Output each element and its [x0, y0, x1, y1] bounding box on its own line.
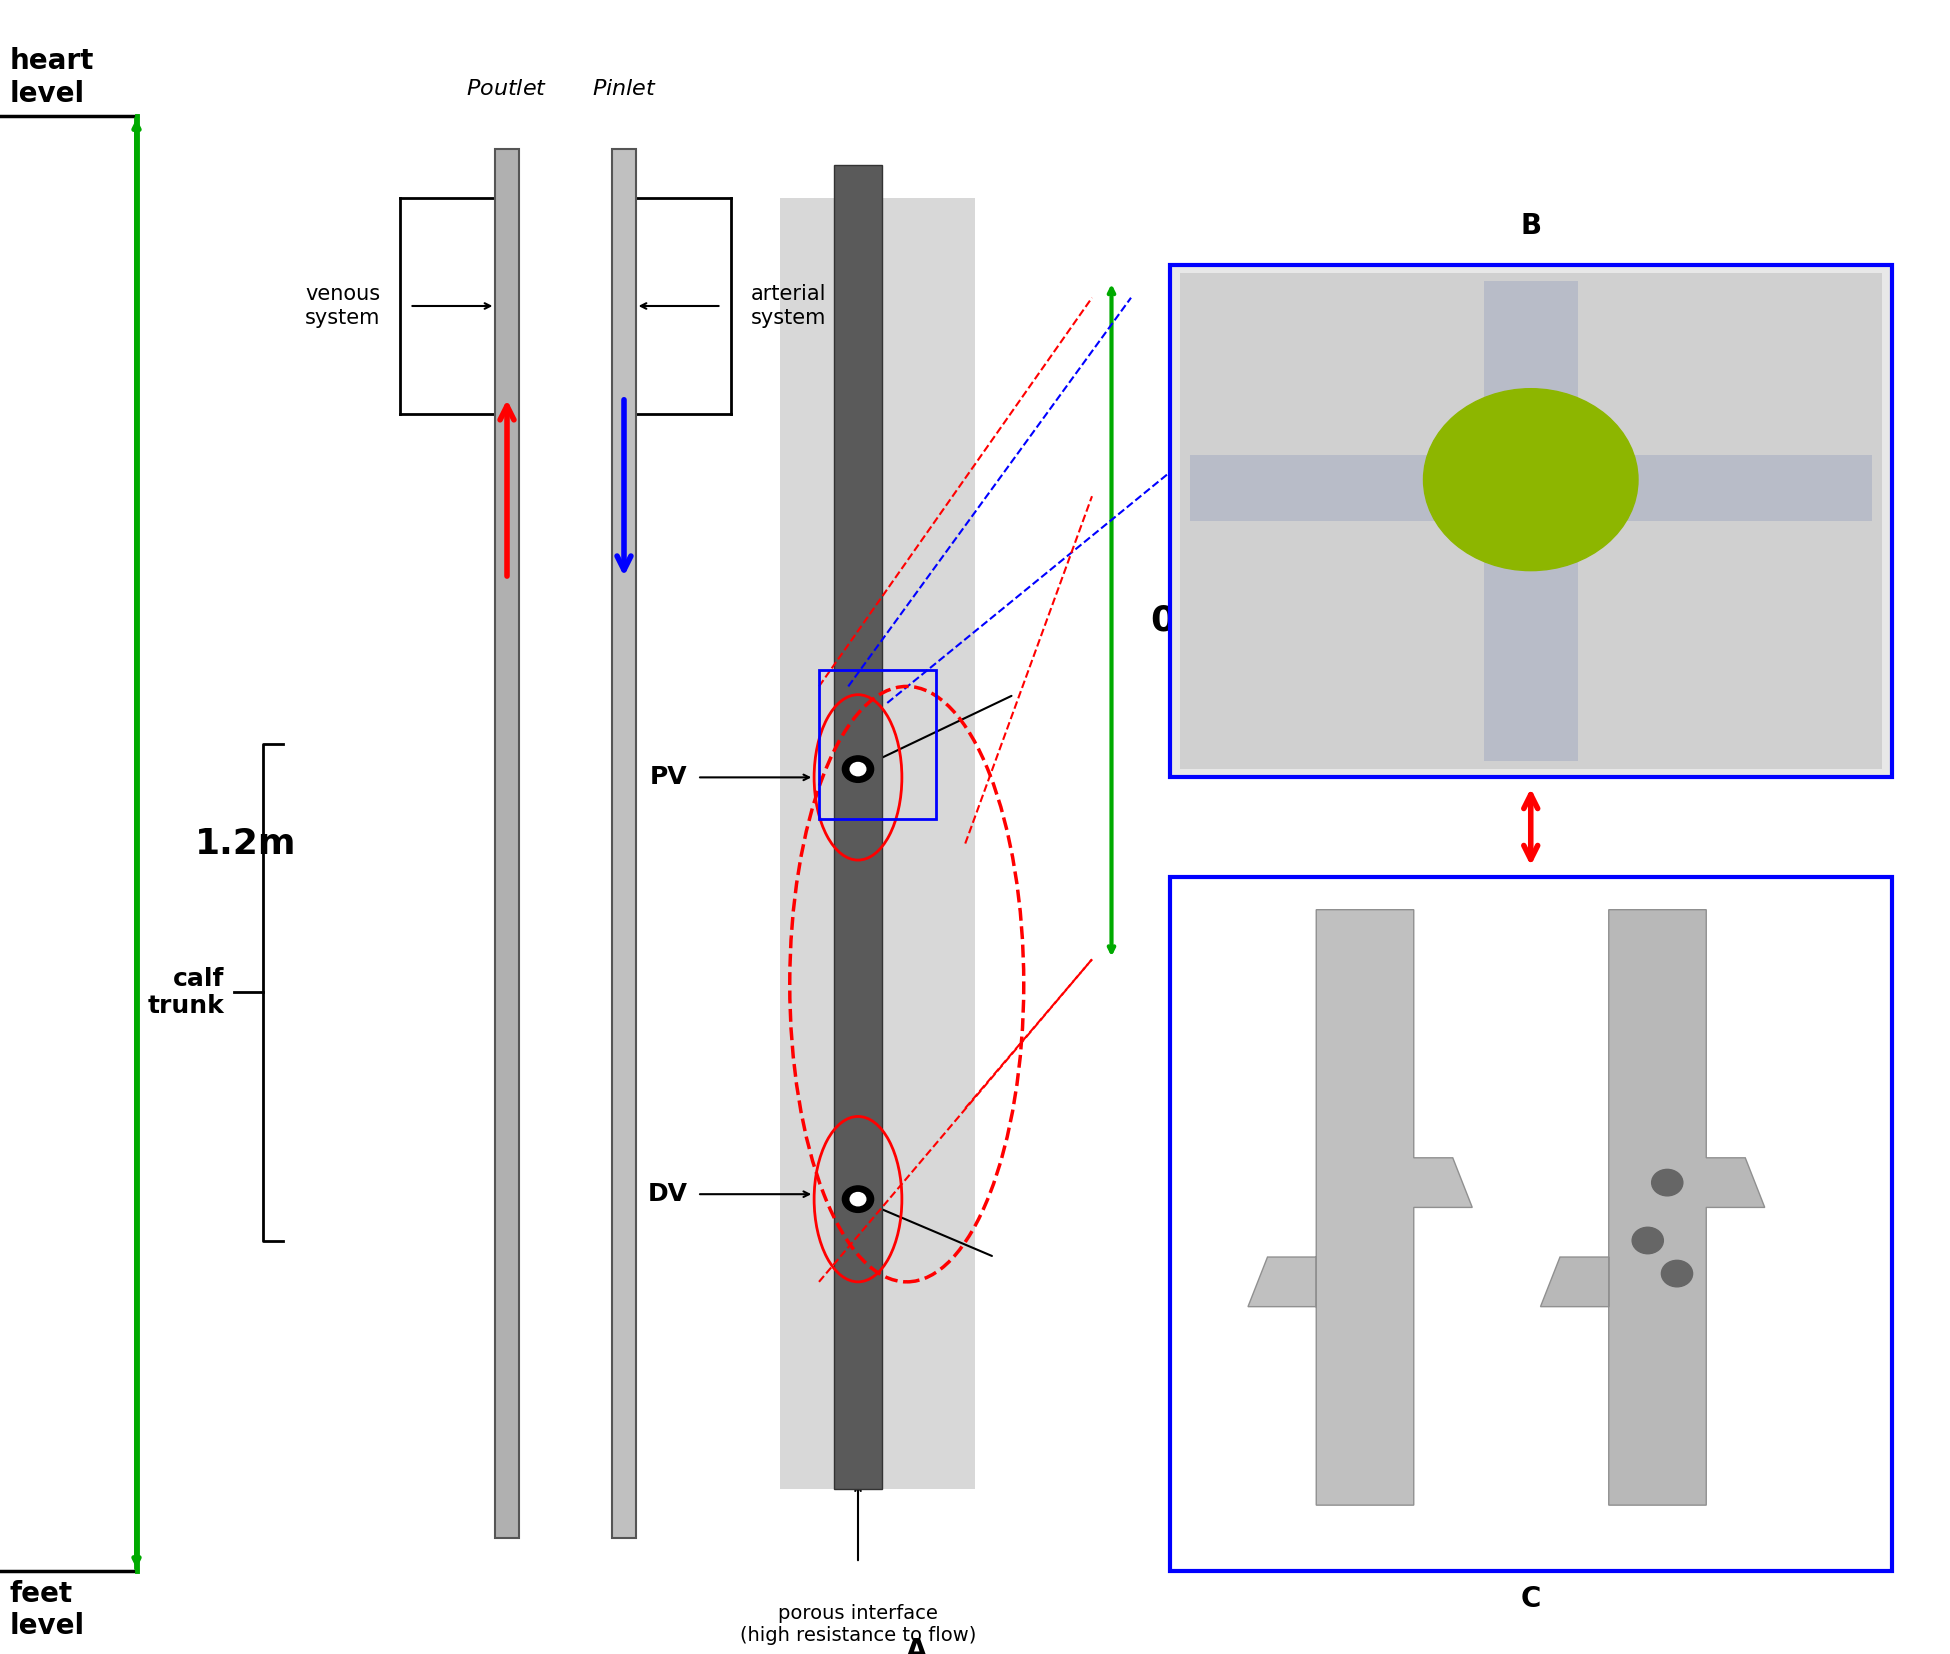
Bar: [495, 149, 519, 1538]
Text: calf
trunk: calf trunk: [148, 966, 224, 1019]
Text: 0.5cm: 0.5cm: [1726, 329, 1786, 349]
Circle shape: [1652, 1169, 1683, 1196]
Bar: [1180, 273, 1882, 769]
Text: feet
level: feet level: [10, 1580, 86, 1641]
Text: porous interface
(high resistance to flow): porous interface (high resistance to flo…: [739, 1604, 977, 1646]
Text: A: A: [905, 1637, 928, 1654]
Bar: [819, 670, 936, 819]
Text: venous
system: venous system: [304, 284, 380, 327]
Circle shape: [1661, 1260, 1693, 1287]
Text: $P$outlet: $P$outlet: [466, 79, 548, 99]
Bar: [1190, 455, 1872, 521]
Text: B: B: [1521, 212, 1540, 240]
Text: 1.2m: 1.2m: [195, 827, 296, 860]
Circle shape: [842, 1186, 874, 1212]
Bar: [1170, 265, 1892, 777]
Bar: [1170, 877, 1892, 1571]
Text: DV: DV: [647, 1183, 686, 1206]
Text: PV: PV: [649, 766, 686, 789]
Polygon shape: [1248, 910, 1472, 1505]
Circle shape: [850, 762, 866, 776]
Circle shape: [1632, 1227, 1663, 1254]
Circle shape: [842, 756, 874, 782]
Text: heart
level: heart level: [10, 46, 94, 108]
Text: $P$inlet: $P$inlet: [591, 79, 657, 99]
Bar: [835, 165, 881, 1489]
Bar: [1484, 281, 1578, 761]
Text: arterial
system: arterial system: [751, 284, 827, 327]
Circle shape: [1424, 389, 1638, 571]
Bar: [612, 149, 636, 1538]
Text: 0.3m: 0.3m: [1150, 604, 1252, 637]
Circle shape: [850, 1193, 866, 1206]
Text: C: C: [1521, 1585, 1540, 1613]
Polygon shape: [1540, 910, 1765, 1505]
Bar: [780, 198, 975, 1489]
